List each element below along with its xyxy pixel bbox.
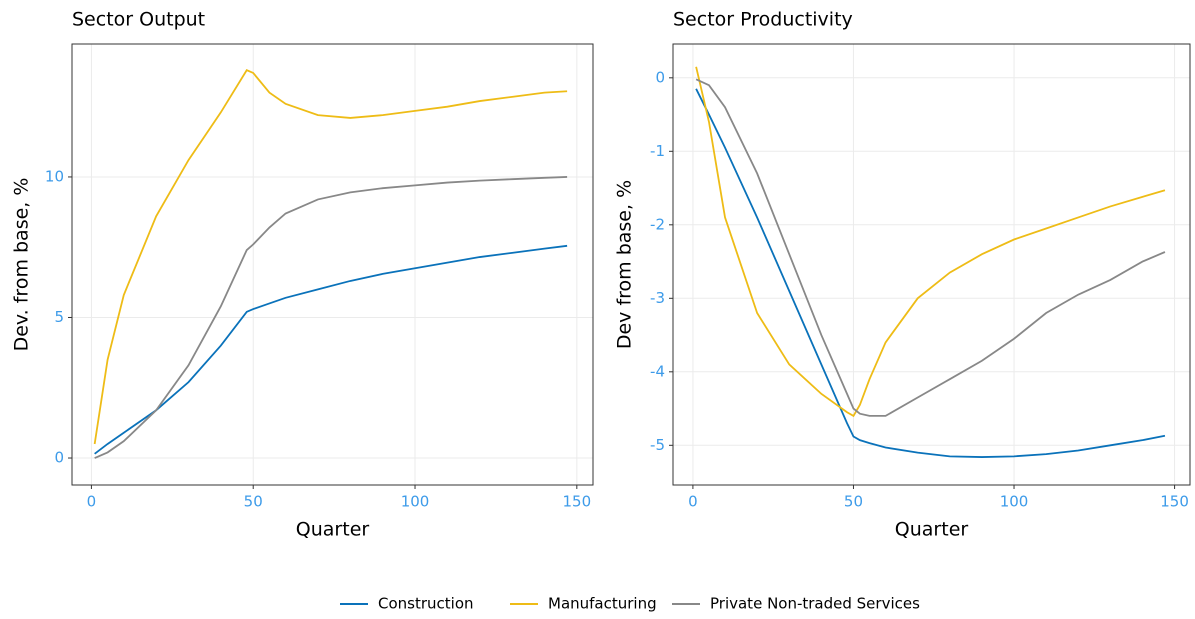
panel-border [71,43,594,486]
chart-title: Sector Productivity [673,9,853,31]
y-tick-label: -5 [650,436,665,454]
x-tick-label: 0 [87,493,97,511]
y-tick-label: -3 [650,289,665,307]
y-tick-label: -2 [650,215,665,233]
x-axis-label: Quarter [296,519,370,541]
x-tick-label: 50 [844,493,863,511]
y-tick-label: -1 [650,142,665,160]
x-tick-label: 50 [244,493,263,511]
x-tick-label: 100 [1000,493,1029,511]
y-tick-label: 0 [54,449,64,467]
y-tick-label: 0 [655,68,665,86]
line [695,88,1166,458]
line [94,176,568,459]
chart-title: Sector Output [72,9,205,31]
x-tick-label: 100 [401,493,430,511]
y-tick-label: -4 [650,362,665,380]
x-tick-label: 150 [1160,493,1189,511]
y-axis-label: Dev. from base, % [11,178,33,352]
y-tick-label: 10 [45,167,64,185]
panel-border [672,43,1191,486]
x-tick-label: 150 [562,493,591,511]
line [695,66,1166,418]
line [93,69,568,445]
x-tick-label: 0 [688,493,698,511]
line [695,78,1166,417]
x-axis-label: Quarter [895,519,969,541]
legend-label: Construction [378,595,474,613]
legend-label: Manufacturing [548,595,657,613]
y-tick-label: 5 [54,308,64,326]
legend-label: Private Non-traded Services [710,595,920,613]
line [94,244,568,455]
y-axis-label: Dev from base, % [614,180,636,349]
